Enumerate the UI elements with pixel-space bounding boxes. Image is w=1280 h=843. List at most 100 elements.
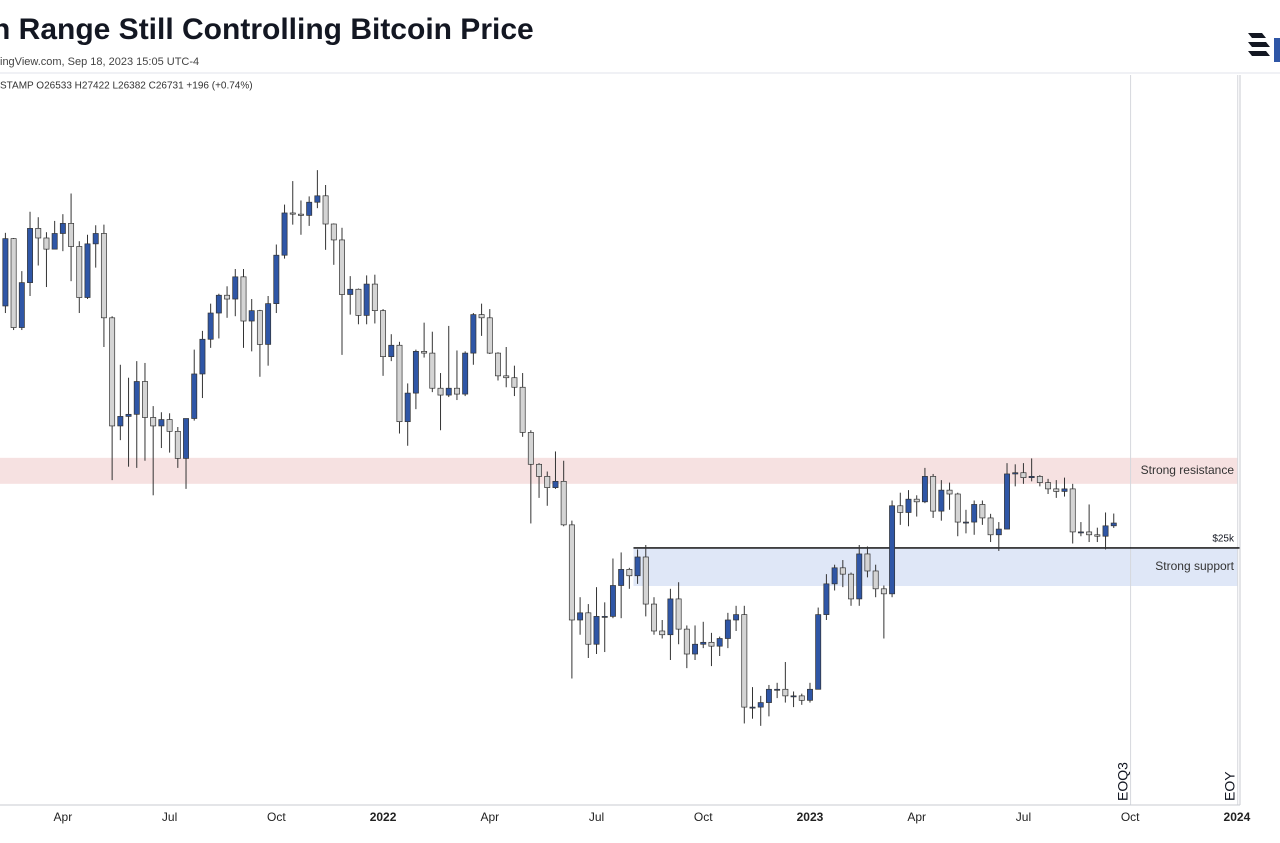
candle-body (724, 619, 731, 639)
candle-body (1053, 488, 1060, 492)
x-tick-label: 2022 (370, 810, 397, 824)
candle-body (913, 498, 920, 503)
candle-body (1020, 472, 1027, 478)
candle-body (273, 254, 280, 304)
candle-body (577, 612, 584, 621)
candle-body (667, 598, 674, 636)
candle-body (683, 628, 690, 655)
candle-body (248, 310, 255, 322)
candle-body (552, 480, 559, 488)
x-tick-label: Apr (907, 810, 926, 824)
candle-body (1012, 472, 1019, 475)
candle-body (626, 569, 633, 577)
zone-label: Strong support (1155, 559, 1234, 573)
candle-body (330, 223, 337, 241)
candle-body (544, 476, 551, 488)
candle-body (404, 392, 411, 423)
candle-body (174, 430, 181, 459)
candle-body (1036, 476, 1043, 483)
candle-body (183, 418, 189, 459)
candle-body (363, 283, 370, 316)
candle-body (651, 603, 657, 632)
candle-body (601, 616, 608, 618)
candle-body (741, 614, 748, 708)
candle-body (987, 517, 994, 536)
candle-body (76, 246, 83, 298)
candle-body (215, 294, 222, 314)
candle-body (339, 239, 345, 295)
candle-body (495, 352, 501, 377)
candle-body (1004, 473, 1010, 530)
level-label: $25k (1212, 534, 1235, 545)
zone-label: Strong resistance (1141, 463, 1235, 477)
candle-body (35, 228, 42, 239)
candle-body (10, 238, 17, 328)
candle-body (815, 614, 822, 690)
candle-body (289, 212, 296, 215)
candle-body (782, 688, 789, 697)
candle-body (749, 706, 756, 709)
candle-body (527, 432, 534, 465)
x-tick-label: Oct (267, 810, 286, 824)
candle-body (642, 556, 649, 605)
candle-body (314, 195, 321, 203)
candle-body (1086, 531, 1093, 536)
x-tick-label: Oct (694, 810, 713, 824)
candle-body (371, 283, 378, 312)
candle-body (437, 387, 444, 396)
x-tick-label: Oct (1121, 810, 1140, 824)
candle-body (995, 528, 1002, 536)
candle-body (880, 588, 887, 595)
chart-title: n Range Still Controlling Bitcoin Price (0, 13, 534, 46)
x-tick-label: Apr (54, 810, 73, 824)
candle-body (872, 570, 879, 590)
zone (633, 547, 1238, 586)
candle-body (421, 351, 428, 354)
candle-body (889, 505, 896, 595)
candle-body (593, 616, 600, 645)
candle-body (659, 630, 666, 636)
candle-body (150, 417, 157, 427)
candle-body (979, 504, 986, 519)
candle-body (125, 413, 132, 417)
candle-body (938, 489, 945, 512)
candle-body (1102, 525, 1109, 537)
candle-body (839, 567, 846, 575)
logo (1248, 33, 1280, 62)
candle-body (199, 338, 206, 375)
candle-body (306, 201, 313, 216)
candle-body (84, 243, 91, 298)
candle-body (478, 314, 485, 319)
candle-body (429, 352, 436, 389)
candle-body (1028, 476, 1035, 478)
candle-body (897, 505, 904, 513)
candle-body (158, 419, 165, 427)
candle-body (831, 567, 838, 585)
candle-body (1110, 522, 1117, 527)
candle-body (462, 352, 469, 395)
candle-body (1094, 534, 1101, 537)
candle-body (454, 387, 460, 395)
candle-body (380, 310, 387, 358)
candle-body (1069, 488, 1076, 533)
subtitle: ingView.com, Sep 18, 2023 15:05 UTC-4 (0, 56, 199, 68)
candle-body (618, 569, 625, 586)
candle-body (733, 614, 740, 621)
candle-body (774, 688, 781, 691)
candle-body (946, 489, 953, 495)
annotation-label: EOY (1221, 771, 1237, 801)
candle-body (207, 312, 214, 340)
candle-body (68, 223, 75, 247)
candle-body (716, 638, 723, 647)
candle-body (486, 317, 493, 354)
x-tick-label: 2023 (797, 810, 824, 824)
candle-body (930, 476, 937, 512)
candle-body (43, 237, 50, 250)
candle-body (232, 276, 239, 300)
candle-body (568, 524, 575, 621)
candle-body (585, 612, 592, 645)
x-tick-label: Jul (1016, 810, 1031, 824)
candle-body (51, 233, 58, 250)
candle-body (708, 641, 715, 647)
candle-body (298, 213, 304, 216)
